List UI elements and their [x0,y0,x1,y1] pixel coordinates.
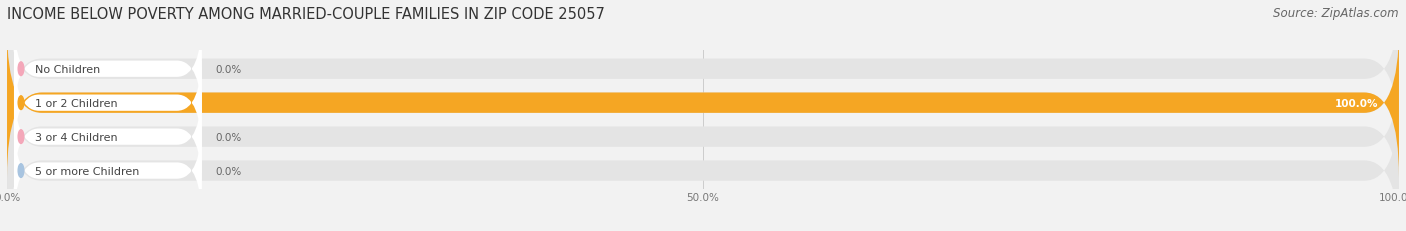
FancyBboxPatch shape [14,17,202,122]
Text: 0.0%: 0.0% [217,64,242,74]
Circle shape [18,96,24,110]
FancyBboxPatch shape [7,97,1399,231]
Text: 5 or more Children: 5 or more Children [35,166,139,176]
Text: 0.0%: 0.0% [217,166,242,176]
FancyBboxPatch shape [7,29,1399,178]
Text: No Children: No Children [35,64,100,74]
Text: 3 or 4 Children: 3 or 4 Children [35,132,118,142]
FancyBboxPatch shape [14,84,202,190]
FancyBboxPatch shape [7,29,1399,178]
Text: Source: ZipAtlas.com: Source: ZipAtlas.com [1274,7,1399,20]
Text: 100.0%: 100.0% [1334,98,1378,108]
FancyBboxPatch shape [7,63,1399,211]
FancyBboxPatch shape [14,51,202,156]
FancyBboxPatch shape [7,0,1399,144]
Text: 1 or 2 Children: 1 or 2 Children [35,98,118,108]
Circle shape [18,130,24,144]
Text: INCOME BELOW POVERTY AMONG MARRIED-COUPLE FAMILIES IN ZIP CODE 25057: INCOME BELOW POVERTY AMONG MARRIED-COUPL… [7,7,605,22]
Text: 0.0%: 0.0% [217,132,242,142]
Circle shape [18,164,24,178]
Circle shape [18,63,24,76]
FancyBboxPatch shape [14,118,202,224]
